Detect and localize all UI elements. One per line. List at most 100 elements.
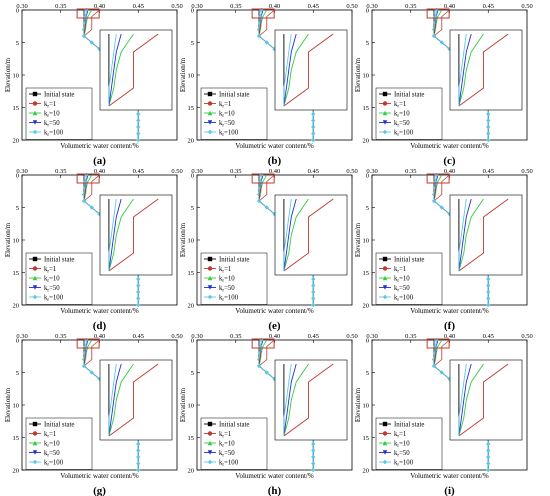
legend-entry: kr=1	[44, 101, 56, 110]
x-tick-label: 0.30	[366, 333, 377, 340]
x-axis-title: Volumetric water content/%	[60, 307, 139, 315]
legend-box	[375, 417, 443, 470]
legend-marker	[32, 285, 38, 290]
y-axis-title: Elevation/m	[354, 222, 362, 257]
inset-series-line	[458, 363, 509, 437]
legend-marker	[382, 266, 388, 271]
zoom-inset	[274, 359, 348, 441]
y-tick-label: 5	[16, 205, 19, 212]
x-tick-label: 0.35	[405, 333, 416, 340]
legend-entry: kr=10	[394, 111, 410, 120]
data-point	[257, 185, 262, 191]
legend-entry: kr=1	[44, 431, 56, 440]
legend-entry: kr=1	[394, 101, 406, 110]
inset-series-line	[458, 363, 484, 437]
x-tick-label: 0.30	[16, 168, 27, 175]
y-tick-label: 5	[191, 370, 194, 377]
inset-series-line	[283, 33, 309, 107]
y-tick-label: 0	[366, 8, 369, 15]
inset-series-line	[458, 33, 472, 107]
legend-marker	[32, 129, 38, 135]
legend-marker	[382, 459, 388, 465]
inset-series-line	[283, 363, 292, 436]
x-tick-label: 0.35	[55, 333, 66, 340]
y-tick-label: 0	[16, 173, 19, 180]
x-tick-label: 0.30	[191, 333, 202, 340]
x-tick-label: 0.40	[444, 3, 455, 10]
y-axis-title: Elevation/m	[179, 57, 187, 92]
data-point	[431, 192, 437, 197]
legend-marker	[207, 256, 213, 262]
x-tick-label: 0.35	[55, 3, 66, 10]
y-tick-label: 20	[188, 468, 195, 475]
y-tick-label: 5	[16, 40, 19, 47]
x-tick-label: 0.45	[133, 333, 144, 340]
legend-marker	[382, 256, 388, 262]
y-tick-label: 0	[366, 338, 369, 345]
highlight-box	[251, 8, 275, 19]
highlight-box	[251, 338, 275, 349]
x-tick-label: 0.40	[444, 333, 455, 340]
x-tick-label: 0.45	[308, 3, 319, 10]
legend-marker	[382, 431, 388, 436]
y-tick-label: 20	[13, 303, 20, 310]
y-tick-label: 5	[191, 40, 194, 47]
inset-series-line	[458, 363, 467, 436]
data-point	[486, 111, 491, 117]
highlight-box	[76, 338, 100, 349]
legend-box	[25, 252, 93, 305]
data-point	[311, 302, 316, 308]
data-point	[431, 198, 437, 204]
x-tick-label: 0.30	[191, 168, 202, 175]
legend-marker	[32, 120, 38, 125]
data-point	[136, 137, 141, 143]
y-tick-label: 5	[366, 205, 369, 212]
x-axis-title: Volumetric water content/%	[60, 472, 139, 480]
legend-box	[25, 417, 93, 470]
legend-entry: kr=1	[219, 431, 231, 440]
x-tick-label: 0.35	[405, 3, 416, 10]
y-axis-title: Elevation/m	[354, 57, 362, 92]
legend-marker	[382, 110, 388, 116]
highlight-box	[426, 338, 450, 349]
data-point	[264, 370, 269, 375]
panel-a: 0.30 0.35 0.40 0.45 0.50 0 5 10 15 20 Elevation/m V…	[4, 3, 183, 167]
inset-series-line	[458, 198, 472, 272]
data-point	[486, 454, 491, 460]
highlight-arrow	[258, 20, 262, 34]
inset-series-line	[458, 363, 472, 437]
panel-h: 0.30 0.35 0.40 0.45 0.50 0 5 10 15 20 Elevation/m V…	[179, 333, 358, 496]
legend-entry: kr=50	[394, 120, 410, 129]
y-axis-title: Elevation/m	[4, 222, 12, 257]
data-point	[81, 198, 87, 204]
legend-marker	[207, 450, 213, 455]
legend-marker	[382, 285, 388, 290]
legend-entry: kr=100	[44, 295, 64, 304]
legend-marker	[207, 431, 213, 436]
inset-series-line	[283, 198, 297, 272]
legend-entry: kr=1	[394, 266, 406, 275]
y-tick-label: 20	[13, 468, 20, 475]
highlight-arrow	[433, 350, 437, 364]
panel-label: (a)	[93, 155, 106, 167]
zoom-inset	[99, 29, 173, 111]
y-tick-label: 5	[366, 370, 369, 377]
legend-marker	[32, 431, 38, 436]
x-axis-title: Volumetric water content/%	[410, 142, 489, 150]
y-tick-label: 0	[366, 173, 369, 180]
y-tick-label: 15	[13, 270, 20, 277]
zoom-inset	[449, 194, 523, 276]
data-point	[311, 289, 316, 295]
data-point	[136, 296, 141, 301]
panel-b: 0.30 0.35 0.40 0.45 0.50 0 5 10 15 20 Elevation/m V…	[179, 3, 358, 167]
legend-entry: kr=10	[394, 276, 410, 285]
y-tick-label: 20	[363, 303, 370, 310]
x-tick-label: 0.30	[191, 3, 202, 10]
legend-marker	[32, 275, 38, 281]
legend-entry: Initial state	[219, 92, 249, 99]
inset-series-line	[108, 363, 134, 437]
